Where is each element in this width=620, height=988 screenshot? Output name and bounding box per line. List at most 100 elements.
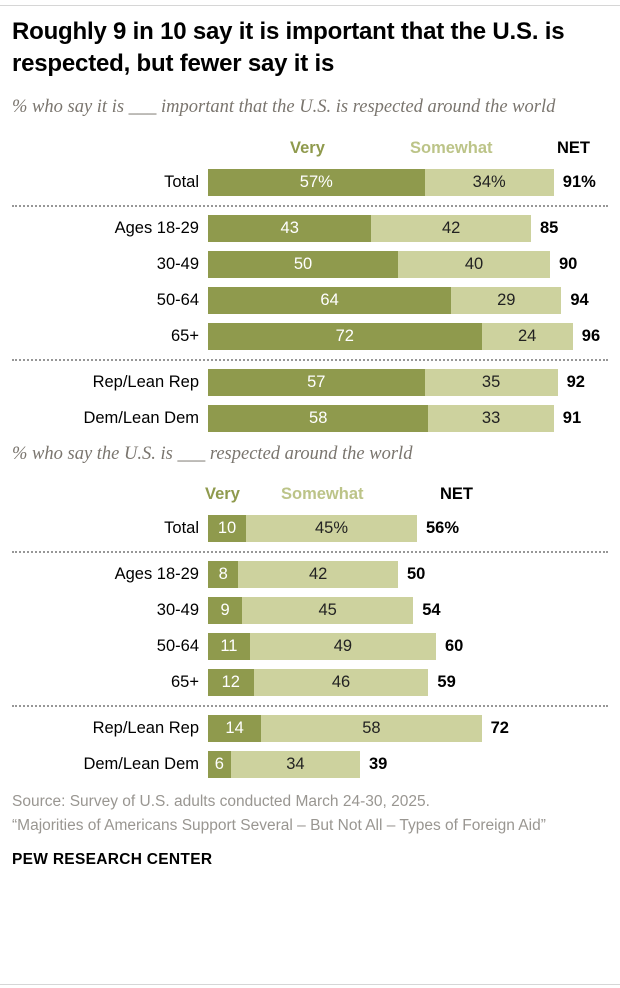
chart-row: Ages 18-29 43 42 85 bbox=[12, 214, 608, 242]
row-label: Rep/Lean Rep bbox=[92, 372, 199, 391]
legend-very-label: Very bbox=[205, 485, 240, 504]
section-divider bbox=[12, 551, 608, 554]
bar-segment-somewhat: 40 bbox=[398, 250, 550, 278]
bar-segment-very: 9 bbox=[208, 597, 243, 625]
bar-segment-somewhat: 33 bbox=[428, 404, 554, 432]
chart-row: Total 10 45% 56% bbox=[12, 515, 608, 543]
section-divider bbox=[12, 358, 608, 361]
stacked-bar: 11 49 60 bbox=[208, 633, 464, 661]
row-label: Total bbox=[164, 172, 199, 191]
top-divider-rule bbox=[0, 5, 620, 6]
stacked-bar: 64 29 94 bbox=[208, 286, 589, 314]
legend-somewhat-label: Somewhat bbox=[281, 485, 364, 504]
stacked-bar: 9 45 54 bbox=[208, 597, 441, 625]
bar-segment-somewhat: 34 bbox=[230, 751, 360, 779]
stacked-bar: 50 40 90 bbox=[208, 250, 578, 278]
source-note: Source: Survey of U.S. adults conducted … bbox=[12, 790, 608, 837]
net-value: 94 bbox=[570, 290, 589, 309]
chart-row: Dem/Lean Dem 58 33 91 bbox=[12, 404, 608, 432]
row-label: Total bbox=[164, 519, 199, 538]
chart-row: 30-49 50 40 90 bbox=[12, 250, 608, 278]
row-label: 50-64 bbox=[156, 637, 199, 656]
stacked-bar: 57% 34% 91% bbox=[208, 168, 596, 196]
legend-very-label: Very bbox=[290, 138, 325, 157]
bar-segment-somewhat: 29 bbox=[451, 286, 562, 314]
row-label: Ages 18-29 bbox=[114, 218, 199, 237]
net-value: 90 bbox=[559, 254, 578, 273]
bar-segment-somewhat: 45 bbox=[242, 597, 414, 625]
bar-segment-very: 14 bbox=[208, 715, 262, 743]
stacked-bar: 10 45% 56% bbox=[208, 515, 460, 543]
chart1-legend: Very Somewhat NET bbox=[12, 139, 608, 159]
chart-row: 65+ 72 24 96 bbox=[12, 322, 608, 350]
net-value: 50 bbox=[406, 565, 426, 584]
row-label: Dem/Lean Dem bbox=[83, 408, 199, 427]
stacked-bar: 57 35 92 bbox=[208, 368, 585, 396]
bar-segment-somewhat: 42 bbox=[371, 214, 531, 242]
net-value: 56% bbox=[426, 519, 460, 538]
chart-row: Dem/Lean Dem 6 34 39 bbox=[12, 751, 608, 779]
section-divider bbox=[12, 204, 608, 207]
bar-segment-very: 57% bbox=[208, 168, 425, 196]
bar-segment-somewhat: 35 bbox=[424, 368, 558, 396]
chart-row: 30-49 9 45 54 bbox=[12, 597, 608, 625]
row-label: 30-49 bbox=[156, 254, 199, 273]
net-value: 72 bbox=[490, 719, 509, 738]
source-line: Source: Survey of U.S. adults conducted … bbox=[12, 793, 430, 811]
bar-segment-very: 10 bbox=[208, 515, 246, 543]
bar-segment-somewhat: 58 bbox=[261, 715, 482, 743]
chart-rows: Total 57% 34% 91% Ages 18-29 43 42 85 30-49 50 40 9… bbox=[12, 168, 608, 432]
bar-segment-very: 64 bbox=[208, 286, 452, 314]
bar-segment-somewhat: 49 bbox=[249, 633, 436, 661]
chart-row: 50-64 64 29 94 bbox=[12, 286, 608, 314]
bar-segment-very: 8 bbox=[208, 561, 239, 589]
page-title: Roughly 9 in 10 say it is important that… bbox=[12, 18, 565, 77]
chart-row: Ages 18-29 8 42 50 bbox=[12, 561, 608, 589]
chart-importance: Very Somewhat NET Total 57% 34% 91% Ages 18-… bbox=[12, 139, 608, 432]
net-value: 96 bbox=[581, 326, 601, 345]
net-value: 54 bbox=[422, 601, 441, 620]
net-value: 59 bbox=[437, 673, 456, 692]
bar-segment-very: 72 bbox=[208, 322, 482, 350]
net-value: 91% bbox=[562, 172, 596, 191]
bar-segment-somewhat: 46 bbox=[253, 669, 429, 697]
section-divider bbox=[12, 705, 608, 708]
bar-segment-very: 50 bbox=[208, 250, 398, 278]
bar-segment-somewhat: 45% bbox=[246, 515, 417, 543]
row-label: Ages 18-29 bbox=[114, 565, 199, 584]
net-value: 91 bbox=[562, 408, 582, 427]
stacked-bar: 8 42 50 bbox=[208, 561, 426, 589]
row-label: Rep/Lean Rep bbox=[92, 719, 199, 738]
legend-somewhat-label: Somewhat bbox=[410, 138, 493, 157]
chart-respected: Very Somewhat NET Total 10 45% 56% Ages 18-2… bbox=[12, 485, 608, 779]
chart-row: Rep/Lean Rep 57 35 92 bbox=[12, 368, 608, 396]
bar-segment-very: 57 bbox=[208, 368, 425, 396]
bar-segment-somewhat: 24 bbox=[481, 322, 573, 350]
chart-row: Rep/Lean Rep 14 58 72 bbox=[12, 715, 608, 743]
net-value: 60 bbox=[444, 637, 464, 656]
report-title-line: “Majorities of Americans Support Several… bbox=[12, 816, 546, 834]
chart-rows: Total 10 45% 56% Ages 18-29 8 42 50 30-49 9 45 54 50… bbox=[12, 515, 608, 779]
bar-segment-somewhat: 34% bbox=[424, 168, 554, 196]
bottom-divider-rule bbox=[0, 984, 620, 985]
stacked-bar: 58 33 91 bbox=[208, 404, 582, 432]
bar-segment-very: 12 bbox=[208, 669, 254, 697]
chart-row: 50-64 11 49 60 bbox=[12, 633, 608, 661]
row-label: Dem/Lean Dem bbox=[83, 755, 199, 774]
chart-row: 65+ 12 46 59 bbox=[12, 669, 608, 697]
chart1-subtitle: % who say it is ___ important that the U… bbox=[12, 96, 556, 117]
bar-segment-somewhat: 42 bbox=[238, 561, 398, 589]
bar-segment-very: 6 bbox=[208, 751, 231, 779]
bar-segment-very: 58 bbox=[208, 404, 429, 432]
net-value: 39 bbox=[368, 755, 388, 774]
stacked-bar: 72 24 96 bbox=[208, 322, 601, 350]
stacked-bar: 43 42 85 bbox=[208, 214, 558, 242]
pew-research-center-wordmark: PEW RESEARCH CENTER bbox=[12, 850, 213, 868]
row-label: 50-64 bbox=[156, 290, 199, 309]
legend-net-label: NET bbox=[557, 138, 590, 157]
row-label: 30-49 bbox=[156, 601, 199, 620]
stacked-bar: 6 34 39 bbox=[208, 751, 388, 779]
chart2-subtitle: % who say the U.S. is ___ respected arou… bbox=[12, 443, 413, 464]
bar-segment-very: 11 bbox=[208, 633, 250, 661]
